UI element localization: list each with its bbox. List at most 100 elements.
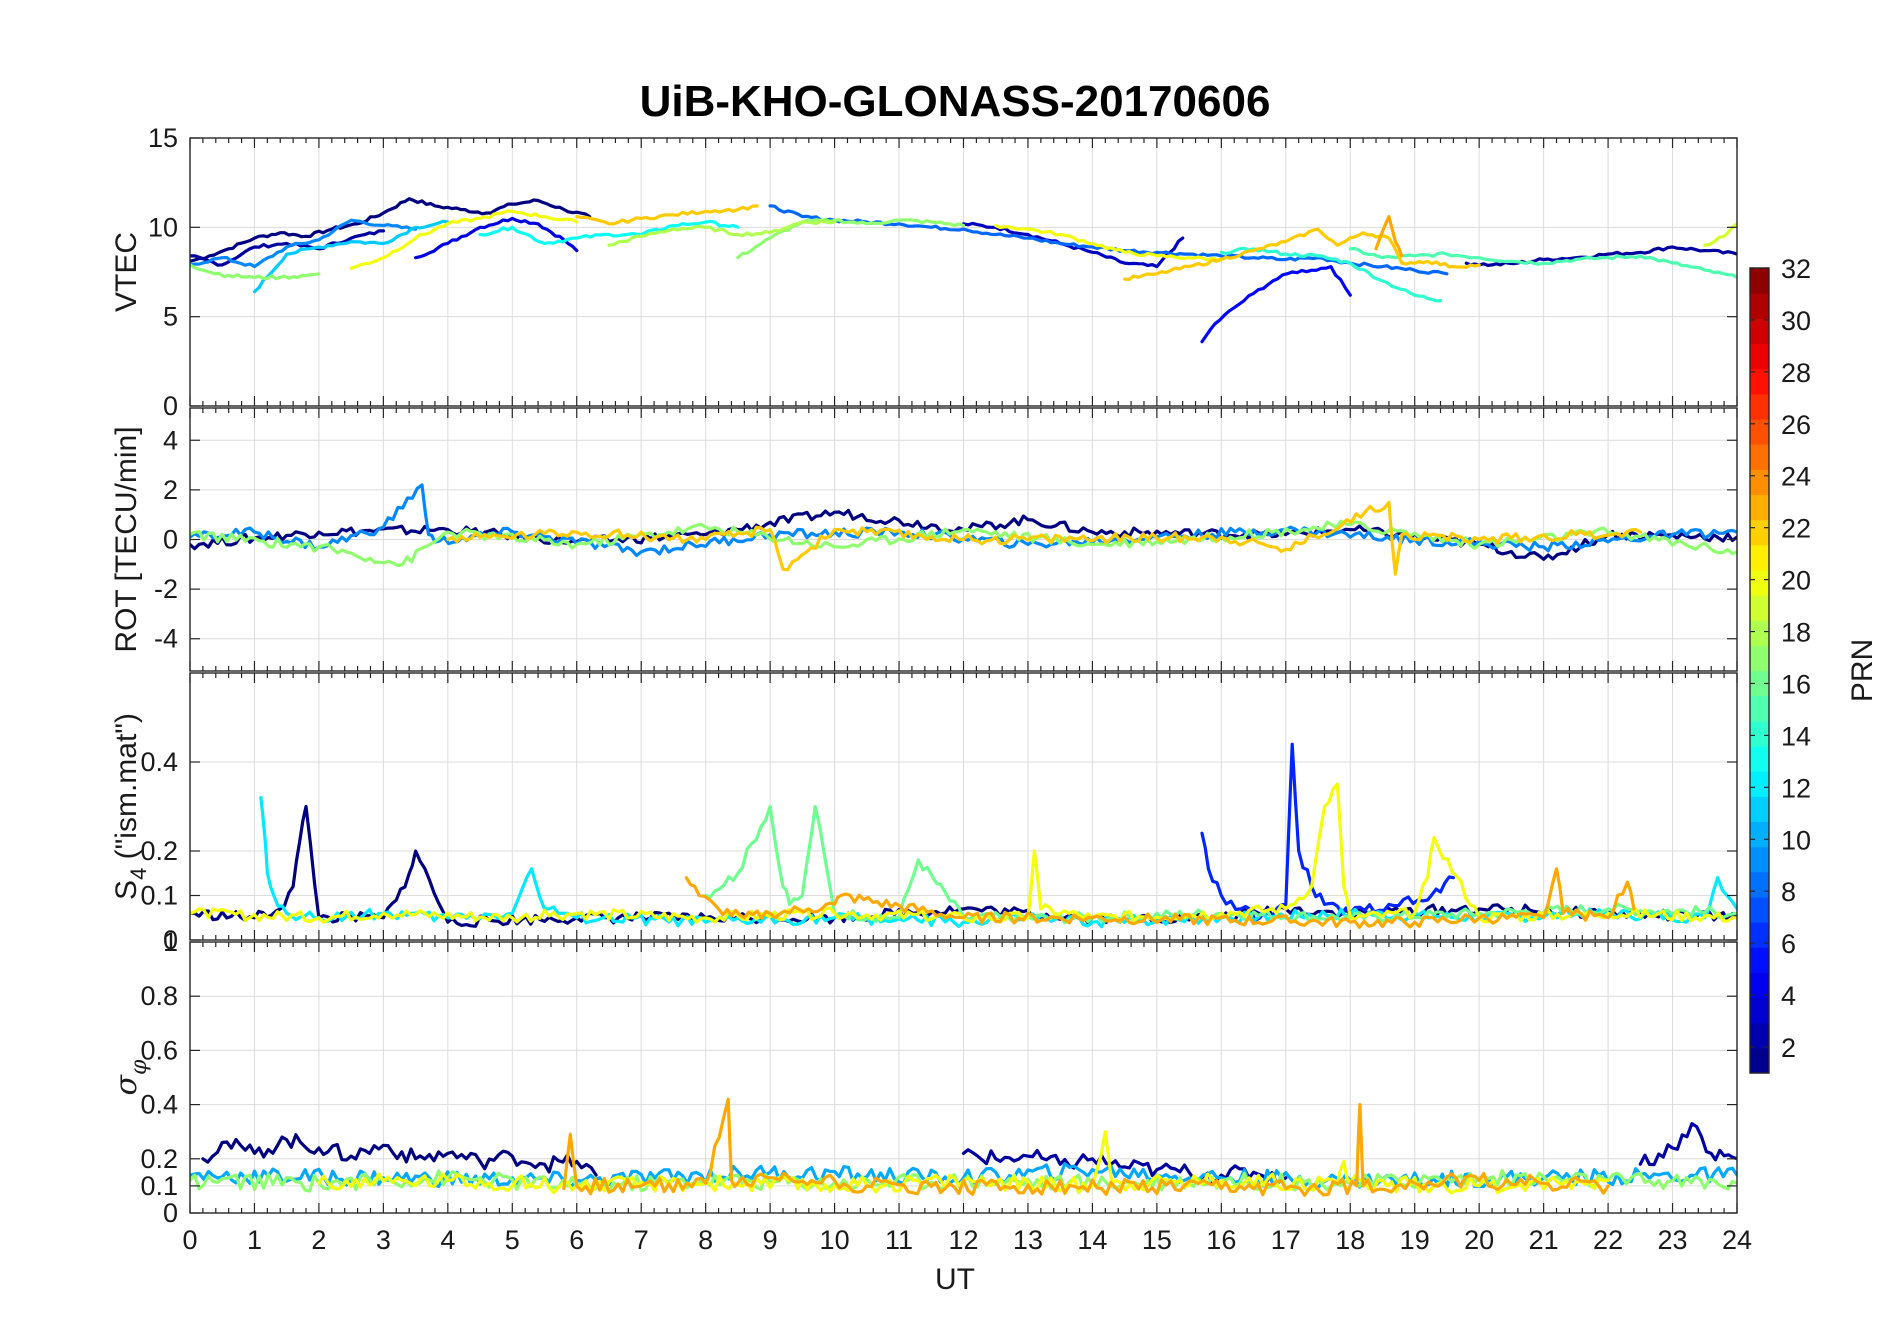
series-line-prn-20 xyxy=(317,1130,1610,1195)
y-tick-label: 2 xyxy=(163,475,178,505)
series-line-prn-4 xyxy=(414,216,579,260)
colorbar-bin xyxy=(1750,821,1769,848)
series-group xyxy=(190,483,1737,576)
colorbar-bin xyxy=(1750,972,1769,999)
chart-title: UiB-KHO-GLONASS-20170606 xyxy=(640,77,1271,126)
x-tick-label: 11 xyxy=(885,1225,913,1255)
colorbar-bin xyxy=(1750,871,1769,898)
colorbar-bin xyxy=(1750,745,1769,772)
colorbar-bin xyxy=(1750,318,1769,345)
y-tick-label: 10 xyxy=(148,212,178,242)
y-tick-label: 1 xyxy=(163,927,178,957)
colorbar-bin xyxy=(1750,796,1769,823)
colorbar-bin xyxy=(1750,544,1769,571)
colorbar-bin xyxy=(1750,997,1769,1024)
series-line-prn-14 xyxy=(1219,246,1443,303)
x-tick-label: 18 xyxy=(1335,1225,1365,1255)
colorbar-bin xyxy=(1750,595,1769,621)
series-line-prn-22 xyxy=(575,204,759,226)
y-tick-label: 4 xyxy=(163,425,178,455)
y-tick-label: 0.6 xyxy=(140,1035,178,1065)
y-tick-label: 15 xyxy=(148,123,178,153)
colorbar-tick-label: 32 xyxy=(1781,254,1811,284)
series-line-prn-9 xyxy=(190,218,418,269)
series-line-prn-17 xyxy=(736,217,966,260)
colorbar-bin xyxy=(1750,293,1769,319)
x-tick-label: 4 xyxy=(440,1225,455,1255)
colorbar-bin xyxy=(1750,645,1769,672)
colorbar-tick-label: 18 xyxy=(1781,618,1811,648)
y-tick-label: 0 xyxy=(163,925,178,955)
y-tick-label: 0 xyxy=(163,525,178,555)
series-line-prn-20 xyxy=(994,223,1223,262)
panel-rot: -4 -2 0 2 4 ROT [TECU/min] xyxy=(110,407,1738,672)
colorbar-bin xyxy=(1750,947,1769,973)
series-line-prn-18 xyxy=(607,219,837,247)
y-tick-label: 0 xyxy=(163,1198,178,1228)
colorbar-tick-label: 16 xyxy=(1781,669,1811,699)
series-line-prn-1 xyxy=(190,197,592,263)
x-tick-label: 1 xyxy=(247,1225,262,1255)
colorbar-bin xyxy=(1750,569,1769,596)
colorbar-bin xyxy=(1750,444,1769,470)
series-line-prn-5 xyxy=(1200,265,1352,344)
x-tick-label: 22 xyxy=(1593,1225,1623,1255)
series-line-prn-2 xyxy=(190,229,385,267)
series-line-prn-11 xyxy=(252,219,450,294)
colorbar-bin xyxy=(1750,368,1769,395)
colorbar-bin xyxy=(1750,670,1769,697)
colorbar-bin xyxy=(1750,922,1769,948)
x-tick-label: 10 xyxy=(820,1225,850,1255)
y-axis-label-s4: S4 ("ism.mat") xyxy=(110,713,151,900)
series-group xyxy=(190,742,1737,930)
x-tick-label: 19 xyxy=(1400,1225,1430,1255)
colorbar-bin xyxy=(1750,695,1769,722)
y-tick-label: 0.4 xyxy=(140,1090,178,1120)
colorbar-bin xyxy=(1750,418,1769,445)
x-tick-label: 20 xyxy=(1464,1225,1494,1255)
colorbar-bin xyxy=(1750,720,1769,747)
series-line-prn-6 xyxy=(1200,742,1456,922)
x-tick-label: 0 xyxy=(182,1225,197,1255)
y-tick-label: 0 xyxy=(163,391,178,421)
colorbar-bin xyxy=(1750,519,1769,546)
series-line-prn-23 xyxy=(562,1097,1610,1197)
series-line-prn-13 xyxy=(478,219,740,245)
colorbar-tick-label: 4 xyxy=(1781,981,1796,1011)
colorbar-tick-label: 12 xyxy=(1781,773,1811,803)
colorbar-frame xyxy=(1749,267,1770,1074)
x-tick-label: 13 xyxy=(1013,1225,1043,1255)
colorbar-bin xyxy=(1750,620,1769,646)
colorbar-bin xyxy=(1750,343,1769,370)
y-tick-label: 0.1 xyxy=(140,1171,178,1201)
series-line-prn-2 xyxy=(961,1148,1288,1186)
x-tick-label: 12 xyxy=(948,1225,978,1255)
colorbar-tick-label: 14 xyxy=(1781,721,1811,751)
colorbar-label: PRN xyxy=(1846,639,1879,702)
series-line-prn-3 xyxy=(961,221,1185,269)
colorbar-tick-label: 26 xyxy=(1781,410,1811,440)
series-line-prn-22 xyxy=(1122,227,1481,281)
y-tick-label: 0.2 xyxy=(140,836,178,866)
x-tick-label: 5 xyxy=(505,1225,520,1255)
y-tick-label: 5 xyxy=(163,302,178,332)
x-tick-label: 9 xyxy=(763,1225,778,1255)
y-tick-label: 0.4 xyxy=(140,747,178,777)
y-tick-label: 0.1 xyxy=(140,881,178,911)
series-group xyxy=(190,1097,1737,1197)
series-line-prn-17 xyxy=(190,519,1737,568)
colorbar-bin xyxy=(1750,268,1769,294)
colorbar-bin xyxy=(1750,494,1769,521)
colorbar-bin xyxy=(1750,846,1769,873)
series-line-prn-2 xyxy=(1464,245,1737,267)
x-tick-label: 7 xyxy=(634,1225,649,1255)
panel-vtec: 0 5 10 15 VTEC xyxy=(110,123,1738,421)
x-axis: 0 1 2 3 4 5 6 7 8 9 10 11 12 13 14 15 16 17 18 19 20 21 22 23 24 xyxy=(182,1225,1752,1255)
colorbar-tick-label: 28 xyxy=(1781,358,1811,388)
x-tick-label: 14 xyxy=(1077,1225,1107,1255)
series-line-prn-23 xyxy=(1374,215,1404,258)
x-tick-label: 16 xyxy=(1206,1225,1236,1255)
